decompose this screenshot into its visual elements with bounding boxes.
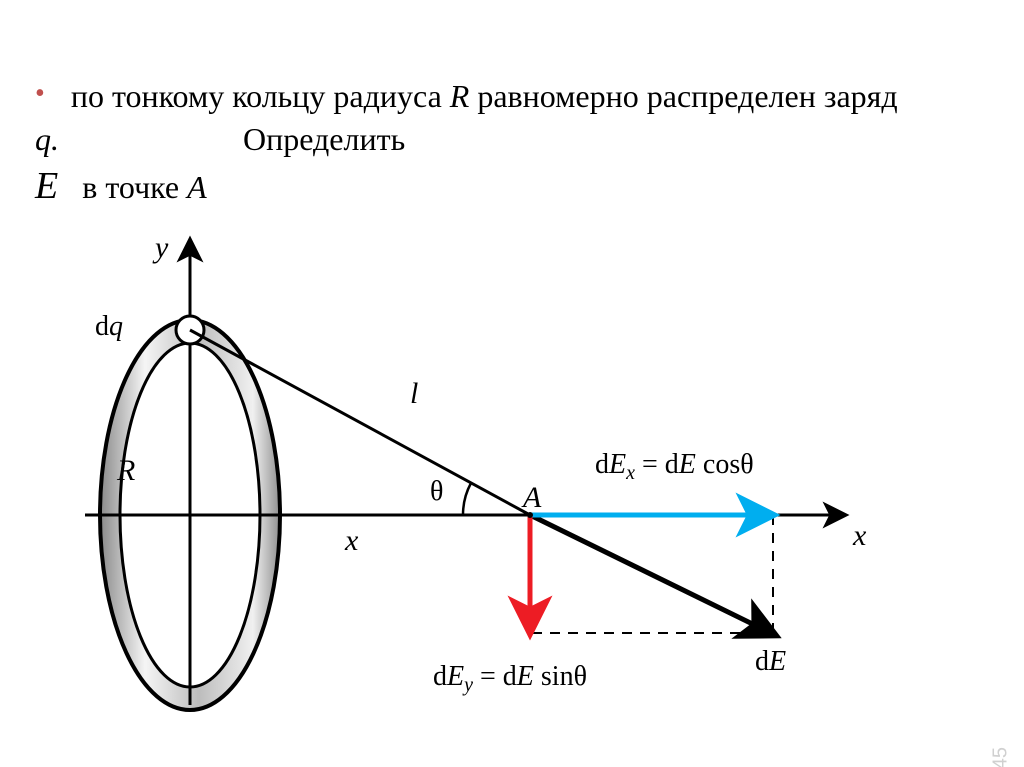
label-x-axis: x [852, 519, 867, 552]
text-spacer [59, 121, 243, 157]
text-seg-2: в точке [58, 169, 187, 205]
label-dE: dE [755, 646, 786, 677]
bullet-marker: • [35, 75, 45, 113]
bullet-text: • по тонкому кольцу радиуса R равномерно… [35, 75, 975, 213]
text-A: A [187, 169, 207, 205]
page-number: 45 [989, 747, 1012, 767]
text-det: Определить [243, 121, 405, 157]
text-E: E [35, 165, 58, 207]
formula-dEy: dEy = dE sinθ [433, 661, 587, 696]
label-A: A [521, 481, 542, 514]
theta-arc [463, 483, 471, 515]
label-x-dist: x [344, 524, 359, 557]
label-y: y [152, 231, 169, 264]
label-dq: dq [95, 311, 123, 342]
label-theta: θ [430, 476, 443, 507]
vector-dE [530, 515, 775, 635]
label-l: l [410, 377, 418, 410]
text-seg-1b: равномерно распределен заряд [469, 78, 897, 114]
text-seg-1: по тонкому кольцу радиуса [71, 78, 450, 114]
label-R: R [116, 454, 135, 487]
physics-diagram: y x dq R l θ A x dEx = dE cosθ dEy = dE … [55, 225, 875, 725]
text-q: q. [35, 121, 59, 157]
text-R: R [450, 78, 470, 114]
formula-dEx: dEx = dE cosθ [595, 449, 754, 484]
